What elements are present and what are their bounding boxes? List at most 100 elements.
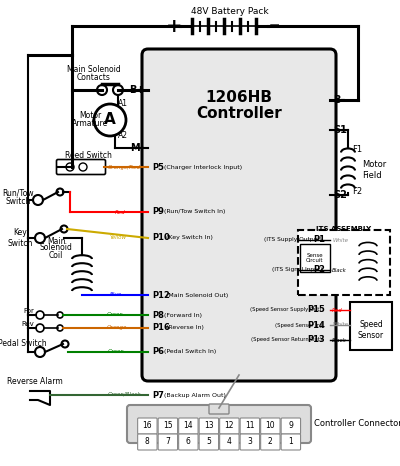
Text: Main Solenoid: Main Solenoid [67,66,121,75]
Text: (Forward In): (Forward In) [164,313,202,317]
Text: P13: P13 [307,336,325,344]
Text: Black: Black [332,267,347,273]
Text: 8: 8 [145,438,150,446]
Text: P2: P2 [313,266,325,274]
Text: 48V Battery Pack: 48V Battery Pack [191,7,269,16]
Text: (Run/Tow Switch In): (Run/Tow Switch In) [164,210,225,214]
Text: 1206HB: 1206HB [206,89,272,104]
Text: Green/Black: Green/Black [108,392,141,397]
Text: (Backup Alarm Out): (Backup Alarm Out) [164,392,226,397]
Text: Motor
Field: Motor Field [362,160,386,180]
Text: For: For [23,308,34,314]
Text: A1: A1 [118,100,128,109]
FancyBboxPatch shape [261,434,280,450]
Text: 5: 5 [206,438,211,446]
Text: 15: 15 [163,422,172,431]
Text: (Speed Sensor Return Out): (Speed Sensor Return Out) [251,337,322,343]
Text: +: + [166,16,182,35]
Text: Key
Switch: Key Switch [7,228,33,248]
Text: Orange: Orange [107,325,127,330]
Text: 16: 16 [142,422,152,431]
Text: (ITS Signal Input): (ITS Signal Input) [272,267,322,273]
Text: (Pedal Switch In): (Pedal Switch In) [164,350,216,355]
Text: (Main Solenoid Out): (Main Solenoid Out) [166,293,228,297]
Text: ITS ASSEMBLY: ITS ASSEMBLY [316,226,372,232]
Text: Black: Black [332,337,347,343]
FancyBboxPatch shape [127,405,311,443]
Text: P8: P8 [152,310,164,320]
Text: (Key Switch In): (Key Switch In) [166,235,213,240]
FancyBboxPatch shape [56,159,106,174]
FancyBboxPatch shape [158,434,178,450]
Text: Rev: Rev [21,321,34,327]
FancyBboxPatch shape [300,244,330,272]
Text: P6: P6 [152,348,164,356]
Text: Solenoid: Solenoid [40,244,72,253]
Text: 9: 9 [288,422,293,431]
Text: S1: S1 [333,125,347,135]
Text: –: – [268,16,280,36]
Text: F1: F1 [352,145,362,155]
Text: A: A [104,112,116,128]
Text: Pedal Switch: Pedal Switch [0,340,46,349]
Text: P15: P15 [307,306,325,315]
Text: (Speed Sensor Supply Out): (Speed Sensor Supply Out) [250,308,322,313]
Text: B–: B– [333,95,345,105]
Text: Motor: Motor [79,111,101,121]
FancyBboxPatch shape [281,418,300,434]
Text: B+: B+ [130,85,145,95]
Text: Main: Main [47,237,65,246]
Text: White: White [332,238,348,242]
Text: 13: 13 [204,422,214,431]
Text: Speed
Sensor: Speed Sensor [358,320,384,340]
Text: M–: M– [130,143,145,153]
Text: P16: P16 [152,323,170,333]
FancyBboxPatch shape [220,418,239,434]
Text: P9: P9 [152,207,164,217]
FancyBboxPatch shape [199,418,218,434]
Text: Sense
Circuit: Sense Circuit [306,253,324,263]
Text: 6: 6 [186,438,191,446]
FancyBboxPatch shape [179,418,198,434]
Circle shape [94,104,126,136]
FancyBboxPatch shape [142,49,336,381]
Text: (Speed Sensor In): (Speed Sensor In) [275,322,322,328]
Text: Green: Green [108,349,125,354]
Text: Blue: Blue [110,292,122,297]
FancyBboxPatch shape [298,230,390,295]
FancyBboxPatch shape [179,434,198,450]
Text: P12: P12 [152,290,170,300]
Text: Controller Connector: Controller Connector [314,419,400,429]
Text: P1: P1 [313,235,325,245]
FancyBboxPatch shape [261,418,280,434]
Text: P10: P10 [152,233,170,242]
Text: 12: 12 [224,422,234,431]
Text: 2: 2 [268,438,273,446]
Text: 14: 14 [184,422,193,431]
FancyBboxPatch shape [240,434,260,450]
Text: Yellow: Yellow [110,235,127,240]
Text: Orange/Red: Orange/Red [108,164,141,170]
FancyBboxPatch shape [350,302,392,350]
Text: Contacts: Contacts [77,73,111,82]
Text: A2: A2 [118,131,128,141]
Text: 3: 3 [247,438,252,446]
Text: 4: 4 [227,438,232,446]
Text: White: White [332,322,348,328]
Text: 7: 7 [165,438,170,446]
Text: P5: P5 [152,163,164,171]
FancyBboxPatch shape [220,434,239,450]
Text: S2: S2 [333,190,347,200]
FancyBboxPatch shape [158,418,178,434]
FancyBboxPatch shape [199,434,218,450]
FancyBboxPatch shape [240,418,260,434]
Text: P7: P7 [152,391,164,399]
Text: (ITS Supply Output): (ITS Supply Output) [264,238,322,242]
Text: Run/Tow: Run/Tow [2,189,34,198]
FancyBboxPatch shape [281,434,300,450]
Text: (Charger Interlock Input): (Charger Interlock Input) [164,164,242,170]
Text: 11: 11 [245,422,254,431]
Text: Green: Green [107,312,124,317]
Text: (Reverse In): (Reverse In) [166,325,204,330]
Text: Armature: Armature [72,118,108,128]
